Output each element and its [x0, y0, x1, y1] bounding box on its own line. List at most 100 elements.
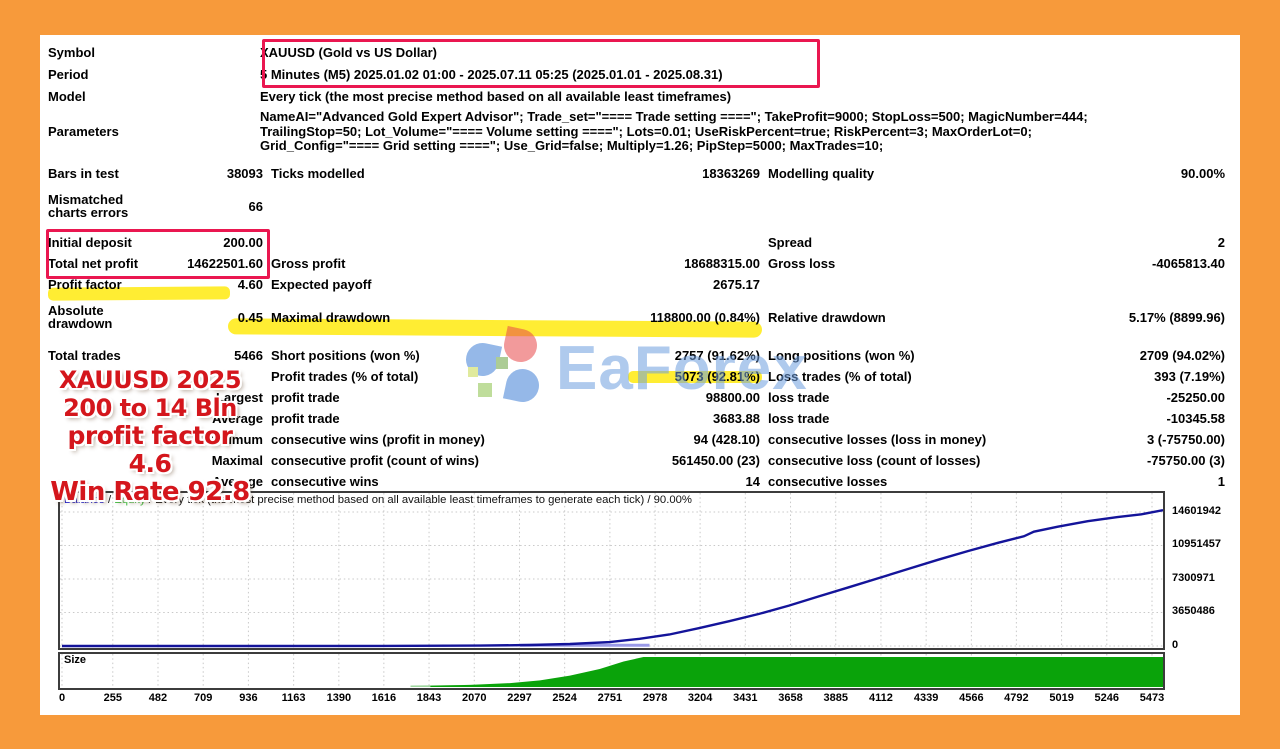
- stats-label: consecutive losses: [768, 474, 888, 489]
- x-axis-tick: 5473: [1139, 692, 1165, 704]
- stats-value: 18363269: [702, 166, 760, 181]
- stats-label: consecutive profit (count of wins): [271, 453, 480, 468]
- stats-value: 94 (428.10): [693, 432, 761, 447]
- x-axis-tick: 4566: [959, 692, 984, 704]
- info-value: XAUUSD (Gold vs US Dollar): [260, 45, 437, 60]
- stats-value: 561450.00 (23): [671, 453, 760, 468]
- stats-value: 200.00: [223, 235, 263, 250]
- size-panel-label: Size: [64, 654, 87, 666]
- x-axis-tick: 1843: [416, 692, 442, 704]
- stats-label: consecutive losses (loss in money): [768, 432, 987, 447]
- info-label: Symbol: [48, 45, 95, 60]
- stats-label: consecutive loss (count of losses): [768, 453, 981, 468]
- stats-value: 14622501.60: [187, 256, 263, 271]
- stats-value: -75750.00 (3): [1146, 453, 1225, 468]
- info-row: Model Every tick (the most precise method…: [40, 86, 1240, 108]
- x-axis-tick: 3431: [733, 692, 758, 704]
- stats-label: Gross profit: [271, 256, 346, 271]
- info-label: Model: [48, 89, 86, 104]
- stats-label: loss trade: [768, 411, 830, 426]
- info-value: Every tick (the most precise method base…: [260, 89, 732, 104]
- stats-value: 14: [745, 474, 760, 489]
- stats-value: 98800.00: [705, 390, 760, 405]
- chart-header: Balance / Equity / Every tick (the most …: [64, 494, 692, 506]
- stats-label: Gross loss: [768, 256, 836, 271]
- x-axis-tick: 1163: [281, 692, 306, 704]
- stats-value: 5073 (92.81%): [674, 369, 760, 384]
- info-row: Symbol XAUUSD (Gold vs US Dollar): [40, 42, 1240, 64]
- stats-value: 3683.88: [713, 411, 760, 426]
- stats-label: consecutive wins (profit in money): [271, 432, 485, 447]
- stats-value: 2: [1217, 235, 1225, 250]
- x-axis-tick: 2297: [507, 692, 532, 704]
- stats-value: -25250.00: [1166, 390, 1225, 405]
- stats-row: Mismatched charts errors 66: [40, 184, 1240, 228]
- stats-row: Total net profit 14622501.60 Gross profit 1…: [40, 253, 1240, 274]
- x-axis-tick: 482: [148, 692, 168, 704]
- stats-value: 2709 (94.02%): [1139, 348, 1225, 363]
- stats-value: 2675.17: [713, 277, 760, 292]
- stats-label: Initial deposit: [48, 234, 132, 250]
- size-panel-svg: [61, 654, 1163, 688]
- stats-value: 18688315.00: [684, 256, 760, 271]
- stats-value: Maximum: [203, 432, 263, 447]
- stats-value: Average: [212, 411, 263, 426]
- stats-value: 393 (7.19%): [1154, 369, 1225, 384]
- stats-value: 1: [1217, 474, 1225, 489]
- chart-legend-equity: Equity: [114, 494, 146, 506]
- stats-label: Short positions (won %): [271, 348, 420, 363]
- stats-label: Total trades: [48, 347, 121, 363]
- y-axis-tick: 3650486: [1172, 605, 1215, 618]
- info-row: Period 5 Minutes (M5) 2025.01.02 01:00 - …: [40, 64, 1240, 86]
- x-axis-tick: 2978: [642, 692, 668, 704]
- info-label: Period: [48, 67, 89, 82]
- x-axis-tick: 2524: [552, 692, 577, 704]
- stats-value: 5.17% (8899.96): [1128, 309, 1225, 325]
- stats-label: profit trade: [271, 411, 340, 426]
- stats-value: -4065813.40: [1151, 256, 1225, 271]
- stats-label: Mismatched charts errors: [48, 191, 129, 220]
- x-axis-tick: 4112: [869, 692, 893, 704]
- balance-chart: Balance / Equity / Every tick (the most …: [58, 491, 1228, 713]
- chart-legend-balance: Balance: [64, 494, 105, 506]
- x-axis-tick: 4792: [1004, 692, 1029, 704]
- stats-row: Total trades 5466 Short positions (won %) 2…: [40, 345, 1240, 366]
- stats-label: consecutive wins: [271, 474, 379, 489]
- info-row: Parameters NameAI="Advanced Gold Expert A…: [40, 109, 1240, 154]
- stats-value: 5466: [234, 348, 263, 363]
- x-axis-tick: 3658: [778, 692, 803, 704]
- stats-label: profit trade: [271, 390, 340, 405]
- stats-label: Spread: [768, 235, 813, 250]
- stats-label: Relative drawdown: [768, 309, 886, 325]
- info-value: NameAI="Advanced Gold Expert Advisor"; T…: [260, 109, 1088, 154]
- stats-label: Profit factor: [48, 276, 122, 292]
- stats-row: Maximum consecutive wins (profit in money…: [40, 429, 1240, 450]
- stats-row: Profit factor 4.60 Expected payoff 2675.17: [40, 274, 1240, 295]
- x-axis-tick: 4339: [913, 692, 939, 704]
- stats-label: Ticks modelled: [271, 166, 365, 181]
- stats-value: Average: [212, 474, 263, 489]
- info-label: Parameters: [48, 124, 119, 140]
- stats-label: Maximal drawdown: [271, 309, 391, 325]
- x-axis-tick: 1390: [326, 692, 352, 704]
- x-axis-tick: 2751: [597, 692, 623, 704]
- y-axis-tick: 7300971: [1172, 572, 1215, 584]
- stats-value: 118800.00 (0.84%): [650, 309, 760, 325]
- y-axis-tick: 0: [1172, 639, 1179, 651]
- info-value: 5 Minutes (M5) 2025.01.02 01:00 - 2025.0…: [260, 67, 723, 82]
- y-axis-tick: 14601942: [1172, 505, 1221, 517]
- stats-row: Bars in test 38093 Ticks modelled 18363269 M…: [40, 163, 1240, 184]
- stats-label: Total net profit: [48, 255, 139, 271]
- x-axis-tick: 936: [239, 692, 258, 704]
- stats-label: Absolute drawdown: [48, 302, 113, 331]
- x-axis-tick: 1616: [371, 692, 397, 704]
- x-axis-tick: 2070: [462, 692, 487, 704]
- series-balance: [62, 509, 1163, 648]
- x-axis-labels: 0 255 482 709 936 1163 1390 1616 1843 2070 2297 252…: [58, 692, 1165, 707]
- x-axis-tick: 3885: [823, 692, 848, 704]
- balance-chart-svg: [60, 493, 1163, 648]
- stats-row: Largest profit trade 98800.00 loss trade -25…: [40, 387, 1240, 408]
- stats-label: Modelling quality: [768, 166, 875, 181]
- stats-label: Loss trades (% of total): [768, 369, 912, 384]
